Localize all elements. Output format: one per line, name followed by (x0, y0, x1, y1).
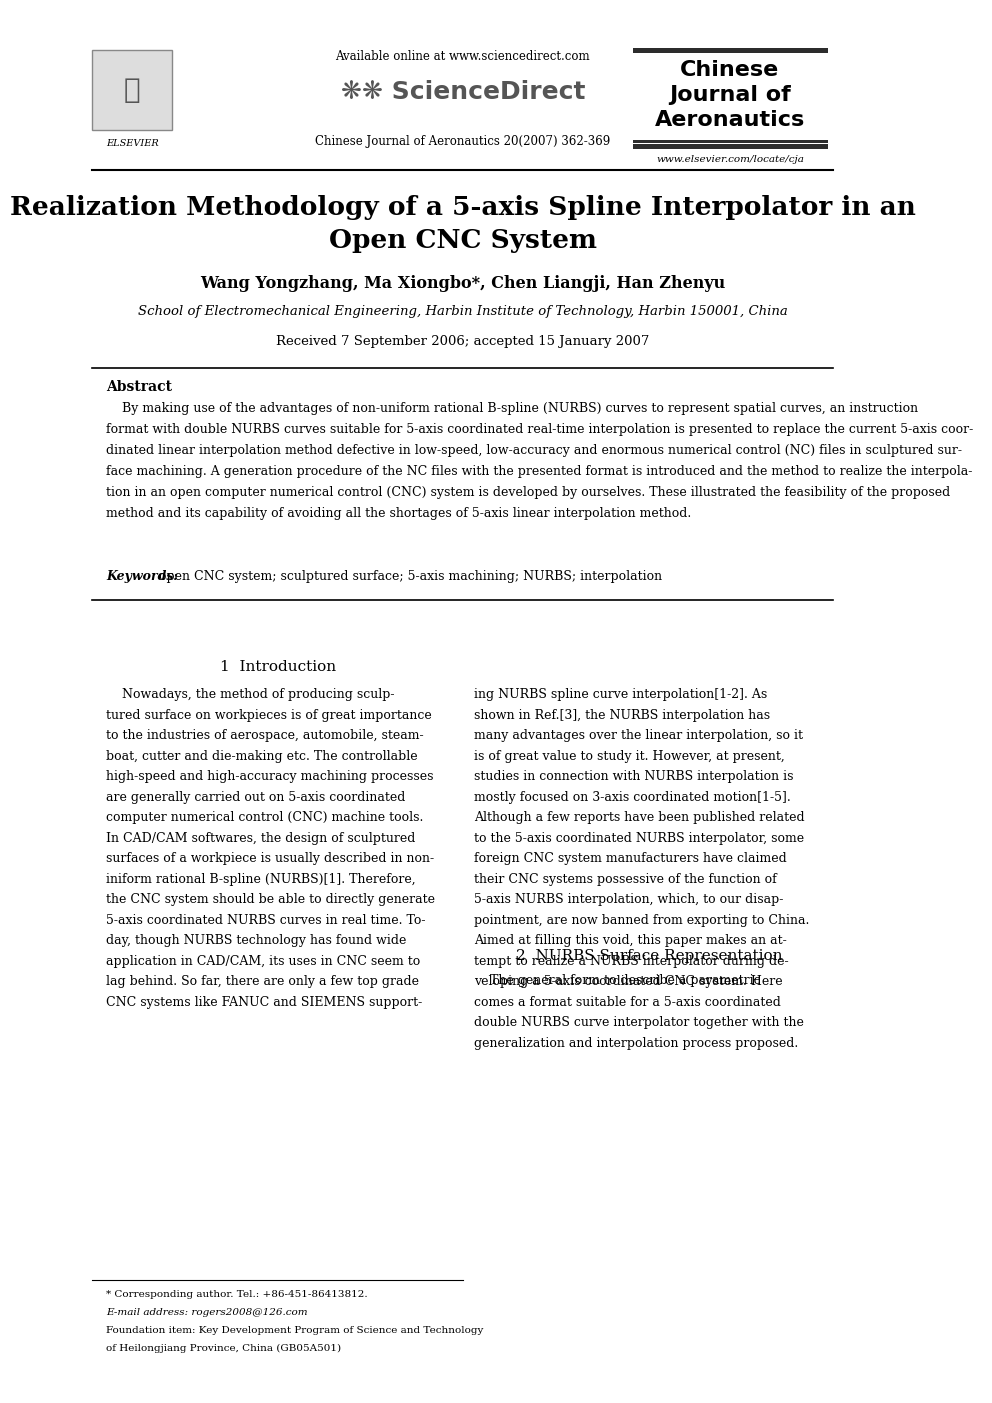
Text: The general form to describe a parametric: The general form to describe a parametri… (474, 974, 761, 986)
Text: E-mail address: rogers2008@126.com: E-mail address: rogers2008@126.com (106, 1308, 308, 1317)
Text: Nowadays, the method of producing sculp-
tured surface on workpieces is of great: Nowadays, the method of producing sculp-… (106, 687, 434, 1009)
Text: 🌳: 🌳 (124, 76, 141, 104)
Text: 2  NURBS Surface Representation: 2 NURBS Surface Representation (516, 948, 782, 962)
Text: Realization Methodology of a 5-axis Spline Interpolator in an: Realization Methodology of a 5-axis Spli… (10, 195, 916, 220)
Text: School of Electromechanical Engineering, Harbin Institute of Technology, Harbin : School of Electromechanical Engineering,… (138, 304, 788, 318)
Text: Aeronautics: Aeronautics (655, 109, 806, 130)
Text: open CNC system; sculptured surface; 5-axis machining; NURBS; interpolation: open CNC system; sculptured surface; 5-a… (155, 570, 663, 584)
Text: Keywords:: Keywords: (106, 570, 178, 584)
Bar (92, 51, 172, 130)
Text: Chinese: Chinese (681, 60, 780, 80)
Text: Open CNC System: Open CNC System (328, 229, 597, 253)
Text: www.elsevier.com/locate/cja: www.elsevier.com/locate/cja (656, 154, 804, 164)
Text: ELSEVIER: ELSEVIER (106, 139, 159, 147)
Text: Available online at www.sciencedirect.com: Available online at www.sciencedirect.co… (335, 51, 590, 63)
Text: ing NURBS spline curve interpolation[1-2]. As
shown in Ref.[3], the NURBS interp: ing NURBS spline curve interpolation[1-2… (474, 687, 809, 1049)
Bar (633, 145, 827, 149)
Bar (633, 140, 827, 143)
Text: Chinese Journal of Aeronautics 20(2007) 362-369: Chinese Journal of Aeronautics 20(2007) … (315, 135, 610, 147)
Bar (633, 48, 827, 53)
Text: Abstract: Abstract (106, 380, 172, 394)
Text: ❋❋ ScienceDirect: ❋❋ ScienceDirect (340, 80, 585, 104)
Text: By making use of the advantages of non-uniform rational B-spline (NURBS) curves : By making use of the advantages of non-u… (106, 403, 973, 521)
Text: * Corresponding author. Tel.: +86-451-86413812.: * Corresponding author. Tel.: +86-451-86… (106, 1289, 367, 1299)
Text: Wang Yongzhang, Ma Xiongbo*, Chen Liangji, Han Zhenyu: Wang Yongzhang, Ma Xiongbo*, Chen Liangj… (200, 275, 725, 292)
Text: Received 7 September 2006; accepted 15 January 2007: Received 7 September 2006; accepted 15 J… (276, 335, 650, 348)
Text: Foundation item: Key Development Program of Science and Technology: Foundation item: Key Development Program… (106, 1326, 483, 1336)
Text: Journal of: Journal of (669, 86, 791, 105)
Text: of Heilongjiang Province, China (GB05A501): of Heilongjiang Province, China (GB05A50… (106, 1344, 341, 1352)
Text: 1  Introduction: 1 Introduction (220, 659, 336, 673)
